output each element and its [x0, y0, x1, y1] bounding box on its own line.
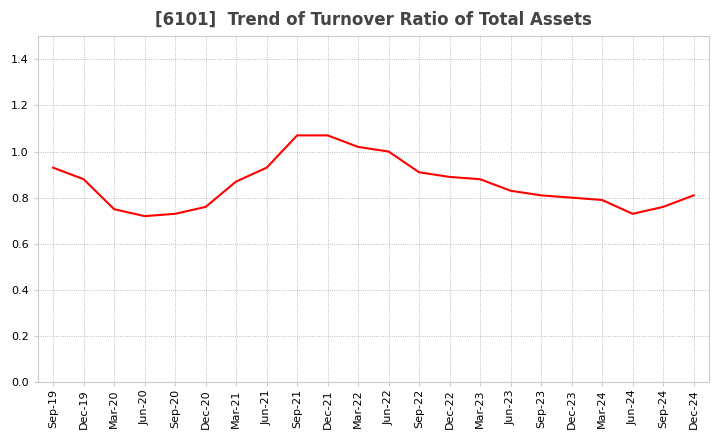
Title: [6101]  Trend of Turnover Ratio of Total Assets: [6101] Trend of Turnover Ratio of Total … [155, 11, 592, 29]
